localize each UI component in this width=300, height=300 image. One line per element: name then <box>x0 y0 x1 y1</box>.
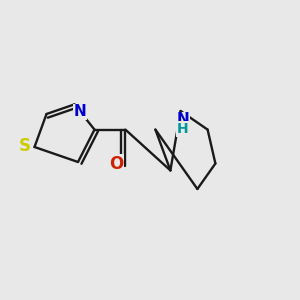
Text: N: N <box>74 104 86 119</box>
Text: H: H <box>177 122 189 136</box>
Text: O: O <box>109 155 124 173</box>
Text: N: N <box>177 112 189 128</box>
Text: S: S <box>19 137 31 155</box>
